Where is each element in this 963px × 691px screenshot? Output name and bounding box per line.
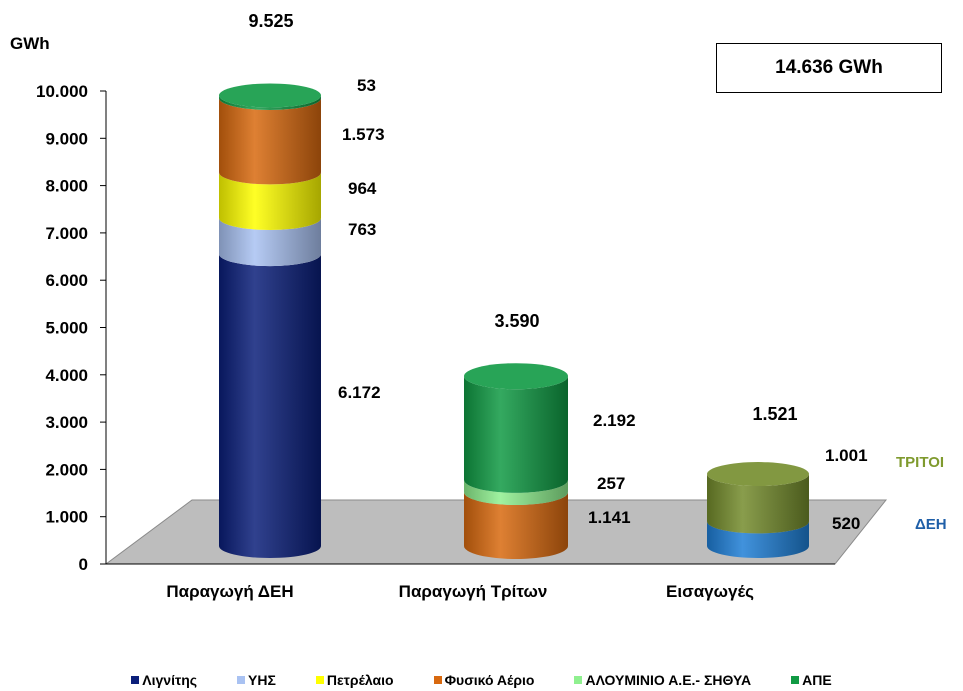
data-label-total: 9.525 <box>248 11 293 31</box>
data-label: 2.192 <box>593 411 636 430</box>
data-label: 763 <box>348 220 376 239</box>
y-tick-label: 0 <box>79 555 88 574</box>
data-label: 53 <box>357 76 376 95</box>
bar-dei-segment <box>219 95 321 110</box>
bar-dei-segment <box>219 172 321 230</box>
data-label: 520 <box>832 514 860 533</box>
data-label: 964 <box>348 179 377 198</box>
y-tick-label: 5.000 <box>45 319 88 338</box>
data-label: 1.141 <box>588 508 631 527</box>
y-tick-label: 10.000 <box>36 82 88 101</box>
bar-imports-segment <box>707 521 809 558</box>
legend-swatch <box>237 676 246 684</box>
legend-swatch <box>574 676 583 684</box>
y-tick-label: 7.000 <box>45 224 88 243</box>
data-label-total: 1.521 <box>752 404 797 424</box>
bar-third-segment <box>464 376 568 493</box>
bar-third-segment <box>464 492 568 559</box>
bar-third-segment <box>464 479 568 506</box>
data-label: 257 <box>597 474 625 493</box>
y-tick-label: 8.000 <box>45 177 88 196</box>
legend-item: ΑΛΟΥΜΙΝΙΟ Α.Ε.- ΣΗΘΥΑ <box>574 670 751 690</box>
y-tick-label: 3.000 <box>45 413 88 432</box>
bar-third-top <box>464 363 568 390</box>
data-label: 1.573 <box>342 125 385 144</box>
data-label: 6.172 <box>338 383 381 402</box>
y-axis-label: GWh <box>10 34 50 53</box>
legend-swatch <box>433 676 442 684</box>
category-label: Παραγωγή Τρίτων <box>399 582 548 601</box>
total-box: 14.636 GWh <box>716 43 942 93</box>
category-label: Παραγωγή ΔΕΗ <box>166 582 293 601</box>
legend-label: Πετρέλαιο <box>326 672 394 688</box>
legend-label: ΥΗΣ <box>248 672 276 688</box>
legend-item: Φυσικό Αέριο <box>433 670 535 690</box>
bar-dei-top <box>219 83 321 108</box>
legend-label: ΑΛΟΥΜΙΝΙΟ Α.Ε.- ΣΗΘΥΑ <box>585 672 752 688</box>
bar-dei-segment <box>219 97 321 185</box>
bar-imports-top <box>707 462 809 487</box>
y-tick-label: 1.000 <box>45 508 88 527</box>
legend-item: Λιγνίτης <box>131 670 197 690</box>
legend-item: ΥΗΣ <box>237 670 276 690</box>
y-tick-label: 4.000 <box>45 366 88 385</box>
legend-label: Φυσικό Αέριο <box>444 672 535 688</box>
legend-swatch <box>131 676 140 684</box>
legend-swatch <box>791 676 800 684</box>
legend-swatch <box>315 676 324 684</box>
y-tick-label: 9.000 <box>45 129 88 148</box>
series-label-dei: ΔΕΗ <box>915 516 947 533</box>
category-label: Εισαγωγές <box>666 582 754 601</box>
bar-imports-segment <box>707 474 809 534</box>
bar-dei-segment <box>219 217 321 267</box>
legend-item: Πετρέλαιο <box>315 670 394 690</box>
legend-item: ΑΠΕ <box>791 670 832 690</box>
data-label: 1.001 <box>825 446 868 465</box>
bar-dei-segment <box>219 254 321 559</box>
series-label-tritoi: ΤΡΙΤΟΙ <box>896 454 944 471</box>
legend: Λιγνίτης ΥΗΣ Πετρέλαιο Φυσικό Αέριο ΑΛΟΥΜΙΝΙ… <box>0 670 963 690</box>
data-label-total: 3.590 <box>494 311 539 331</box>
y-tick-label: 6.000 <box>45 271 88 290</box>
legend-label: ΑΠΕ <box>802 672 832 688</box>
legend-label: Λιγνίτης <box>142 672 198 688</box>
y-tick-label: 2.000 <box>45 460 88 479</box>
